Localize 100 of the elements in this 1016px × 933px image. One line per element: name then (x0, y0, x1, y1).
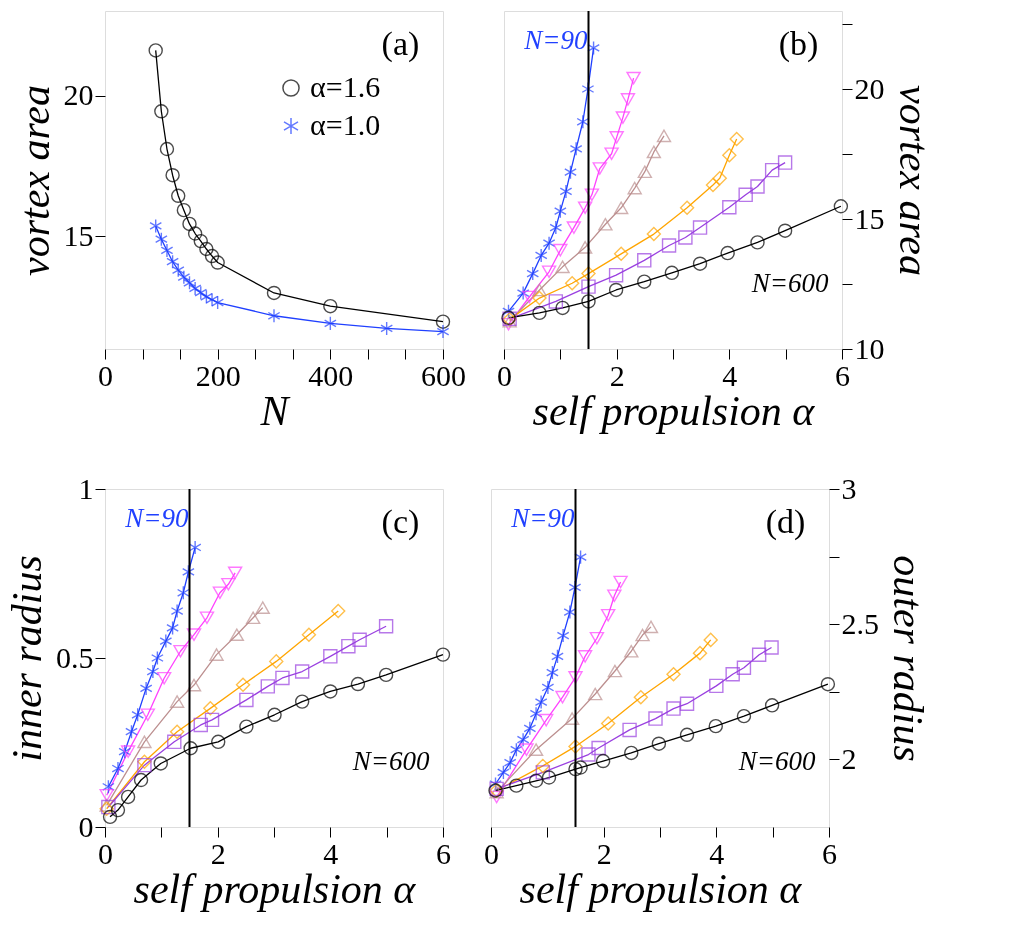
point (722, 148, 737, 163)
point (221, 577, 236, 591)
y-tick-label: 0 (78, 809, 94, 843)
point (577, 240, 593, 254)
point (323, 649, 338, 664)
point (211, 734, 226, 750)
point (260, 679, 276, 694)
x-tick-label: 600 (421, 358, 466, 392)
y2-tick-label: 20 (854, 71, 885, 105)
point (120, 789, 136, 805)
point (294, 694, 310, 709)
point (679, 727, 695, 742)
point (165, 168, 180, 183)
point (553, 243, 568, 257)
point (212, 586, 228, 600)
annotation: N=600 (750, 268, 829, 299)
point (613, 575, 628, 589)
point (149, 218, 163, 234)
point (534, 248, 548, 263)
point (516, 285, 530, 301)
point (607, 664, 623, 678)
point (137, 754, 152, 769)
point (323, 316, 337, 331)
point (102, 779, 115, 794)
point (581, 294, 596, 309)
point (666, 667, 681, 682)
point (637, 274, 652, 289)
point (131, 707, 145, 722)
point (182, 216, 197, 232)
point (341, 638, 356, 654)
y-tick-label: 0.5 (56, 640, 94, 674)
point (705, 177, 721, 193)
point (553, 203, 567, 219)
point (738, 187, 753, 203)
point (199, 611, 215, 625)
point (171, 262, 185, 278)
point (522, 290, 537, 304)
point (637, 253, 652, 268)
point (528, 743, 544, 757)
legend-label: α=1.0 (310, 108, 381, 141)
point (535, 765, 551, 780)
y2-axis-title: outer radius (885, 555, 931, 762)
point (595, 753, 611, 769)
point (661, 238, 677, 253)
point (624, 745, 639, 761)
point (378, 619, 394, 634)
point (712, 170, 727, 186)
x-tick-label: 6 (835, 358, 850, 392)
point (646, 226, 662, 242)
point (651, 736, 667, 751)
point (529, 706, 543, 721)
y-axis-title: inner radius (4, 555, 50, 762)
point (764, 698, 780, 713)
point (516, 732, 530, 747)
point (568, 580, 582, 595)
point (139, 681, 153, 696)
point (275, 670, 290, 686)
point (751, 647, 767, 662)
x-tick-label: 0 (484, 836, 499, 870)
point (199, 241, 214, 257)
point (722, 200, 737, 215)
point (227, 566, 243, 580)
point (656, 129, 672, 143)
y2-tick-label: 2 (841, 741, 857, 775)
point (159, 141, 175, 157)
point (323, 684, 338, 699)
point (170, 603, 184, 619)
point (154, 104, 169, 119)
point (692, 256, 708, 271)
x-tick-label: 400 (308, 358, 354, 392)
point (600, 716, 616, 731)
point (102, 809, 118, 825)
point (604, 147, 619, 161)
point (118, 744, 132, 759)
point (637, 165, 653, 179)
point (541, 680, 555, 695)
point (709, 678, 724, 694)
annotation: (c) (381, 502, 420, 541)
point (736, 708, 752, 724)
point (729, 131, 744, 147)
point (229, 628, 245, 642)
point (167, 734, 182, 750)
point (833, 199, 849, 214)
point (209, 648, 224, 661)
point (664, 265, 680, 281)
point (534, 694, 548, 710)
point (679, 200, 695, 216)
point (528, 773, 544, 788)
x-tick-label: 200 (195, 358, 241, 392)
point (568, 671, 583, 684)
point (523, 721, 537, 736)
y2-tick-label: 15 (854, 201, 885, 235)
point (535, 758, 551, 774)
y2-tick-label: 10 (854, 331, 885, 365)
point (764, 640, 779, 655)
point (764, 162, 780, 178)
point (720, 245, 735, 261)
point (193, 233, 208, 249)
point (573, 760, 588, 775)
point (509, 778, 524, 793)
